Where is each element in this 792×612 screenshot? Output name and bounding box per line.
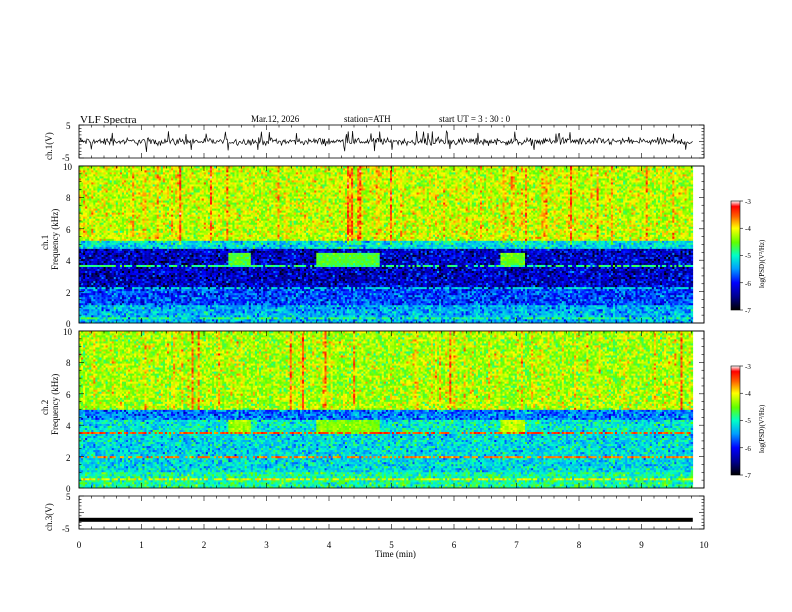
ch2-ytick-4: 4	[66, 421, 71, 431]
ch1-waveform-ylabel: ch.1(V)	[44, 132, 54, 160]
ch3-ytick-bottom: -5	[62, 524, 70, 534]
ch2-colorbar-tick-4: -4	[745, 390, 751, 398]
time-axis-tick-label: 7	[514, 540, 519, 550]
ch1-spectrogram-ylabel-frequency: Frequency (kHz)	[50, 209, 60, 270]
ch3-waveform-ylabel: ch.3(V)	[44, 503, 54, 531]
ch2-spectrogram-ylabel-frequency: Frequency (kHz)	[50, 374, 60, 435]
ch1-ytick-10: 10	[63, 162, 73, 172]
ch2-colorbar-ticks	[740, 366, 743, 475]
ch1-waveform-panel: 5 -5 ch.1(V)	[44, 121, 704, 163]
ch1-colorbar-tick-3: -3	[745, 198, 751, 206]
ch2-colorbar-tick-5: -5	[745, 417, 751, 425]
ch1-spectrogram-panel: 10 8 6 4 2 0 ch.1 Frequency (kHz)	[40, 162, 704, 329]
time-axis-tick-label: 6	[452, 540, 457, 550]
ch2-colorbar-label: log(PSD)(V²/Hz)	[758, 404, 766, 453]
ch2-colorbar-tick-6: -6	[745, 445, 751, 453]
time-axis-tick-label: 10	[700, 540, 710, 550]
ch3-waveform-panel: 5 -5 ch.3(V)	[44, 492, 704, 534]
ch2-colorbar: -3 -4 -5 -6 -7 log(PSD)(V²/Hz)	[731, 363, 766, 480]
ch2-ytick-2: 2	[66, 453, 71, 463]
vlf-spectra-figure: VLF Spectra Mar.12, 2026 station=ATH sta…	[0, 0, 792, 612]
ch1-colorbar: -3 -4 -5 -6 -7 log(PSD)(V²/Hz)	[731, 198, 766, 315]
ch2-colorbar-tick-3: -3	[745, 363, 751, 371]
time-axis-label: Time (min)	[375, 549, 416, 559]
ch1-colorbar-tick-4: -4	[745, 225, 751, 233]
ch1-spectrogram-heatmap	[79, 166, 693, 323]
time-axis-tick-label: 1	[139, 540, 144, 550]
ch1-ytick-6: 6	[66, 225, 71, 235]
ch1-ytick-top: 5	[66, 121, 71, 131]
time-axis-tick-label: 3	[264, 540, 269, 550]
ch2-ytick-8: 8	[66, 358, 71, 368]
ch1-colorbar-tick-7: -7	[745, 307, 751, 315]
time-axis-tick-label: 8	[577, 540, 582, 550]
ch2-spectrogram-ylabel-channel: ch.2	[40, 400, 50, 415]
ch1-ytick-8: 8	[66, 193, 71, 203]
ch2-spectrogram-panel: 10 8 6 4 2 0 ch.2 Frequency (kHz)	[40, 327, 704, 494]
ch1-colorbar-ticks	[740, 201, 743, 310]
time-axis-tick-label: 0	[77, 540, 82, 550]
ch1-colorbar-tick-6: -6	[745, 280, 751, 288]
ch1-spectrogram-ylabel-channel: ch.1	[40, 235, 50, 250]
ch3-waveform-trace	[79, 518, 693, 522]
ch1-ytick-4: 4	[66, 256, 71, 266]
ch2-spectrogram-heatmap	[79, 331, 693, 488]
ch2-ytick-6: 6	[66, 390, 71, 400]
date-label: Mar.12, 2026	[251, 114, 300, 124]
ch1-colorbar-tick-5: -5	[745, 252, 751, 260]
time-axis-tick-label: 4	[327, 540, 332, 550]
time-axis-tick-label: 9	[639, 540, 644, 550]
ch2-colorbar-tick-7: -7	[745, 472, 751, 480]
time-axis-tick-label: 2	[202, 540, 207, 550]
ch2-ytick-10: 10	[63, 327, 73, 337]
figure-title: VLF Spectra	[80, 114, 137, 126]
ch1-colorbar-label: log(PSD)(V²/Hz)	[758, 239, 766, 288]
ch3-ytick-top: 5	[66, 492, 71, 502]
station-label: station=ATH	[344, 114, 391, 124]
start-time-label: start UT = 3 : 30 : 0	[439, 114, 511, 124]
ch1-ytick-2: 2	[66, 288, 71, 298]
